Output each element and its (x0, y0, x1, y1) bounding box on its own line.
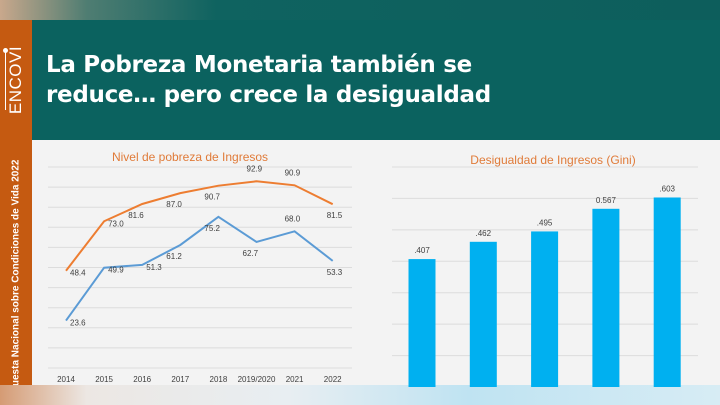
data-label: 49.9 (108, 266, 124, 275)
data-label: 90.7 (204, 193, 220, 202)
header: La Pobreza Monetaria también se reduce… … (32, 20, 720, 140)
x-tick-label: 2021 (286, 375, 304, 384)
top-strip (0, 0, 720, 20)
x-tick-label: 2016 (133, 375, 151, 384)
x-tick-label: 2022 (324, 375, 342, 384)
bar-chart-title: Desigualdad de Ingresos (Gini) (470, 153, 635, 167)
data-label: 23.6 (70, 319, 86, 328)
title-line-2: reduce… pero crece la desigualdad (46, 82, 491, 108)
bar-value-label: .495 (537, 218, 553, 227)
data-label: 53.3 (327, 268, 343, 277)
bottom-strip (0, 385, 720, 405)
series-line-orange (65, 180, 334, 272)
x-tick-label: 2017 (171, 375, 189, 384)
data-label: 51.3 (146, 263, 162, 272)
bar-value-label: .407 (414, 246, 430, 255)
data-label: 75.2 (204, 224, 220, 233)
logo-dot (3, 48, 8, 53)
data-label: 81.6 (128, 211, 144, 220)
logo-line (5, 52, 6, 110)
title-line-1: La Pobreza Monetaria también se (46, 52, 472, 78)
x-tick-label: 2019/2020 (238, 375, 276, 384)
data-label: 48.4 (70, 269, 86, 278)
x-tick-label: 2014 (57, 375, 75, 384)
x-tick-label: 2015 (95, 375, 113, 384)
data-label: 81.5 (327, 211, 343, 220)
data-label: 68.0 (285, 214, 301, 223)
slide-title: La Pobreza Monetaria también se reduce… … (46, 50, 491, 110)
bar (408, 259, 436, 387)
data-label: 62.7 (243, 249, 259, 258)
bar (469, 241, 497, 387)
data-label: 92.9 (247, 164, 263, 173)
bar (531, 231, 559, 387)
line-chart-title: Nivel de pobreza de Ingresos (112, 150, 268, 164)
x-tick-label: 2018 (210, 375, 228, 384)
bar-value-label: .462 (476, 229, 492, 238)
data-label: 61.2 (166, 252, 182, 261)
bar-value-label: .603 (659, 184, 675, 193)
sidebar: ENCOVI Encuesta Nacional sobre Condicion… (0, 20, 32, 404)
bar (653, 197, 681, 387)
bar (592, 208, 620, 387)
series-line-blue (65, 215, 334, 322)
data-label: 90.9 (285, 168, 301, 177)
data-label: 87.0 (166, 200, 182, 209)
bar-value-label: 0.567 (596, 196, 617, 205)
data-label: 73.0 (108, 219, 124, 228)
